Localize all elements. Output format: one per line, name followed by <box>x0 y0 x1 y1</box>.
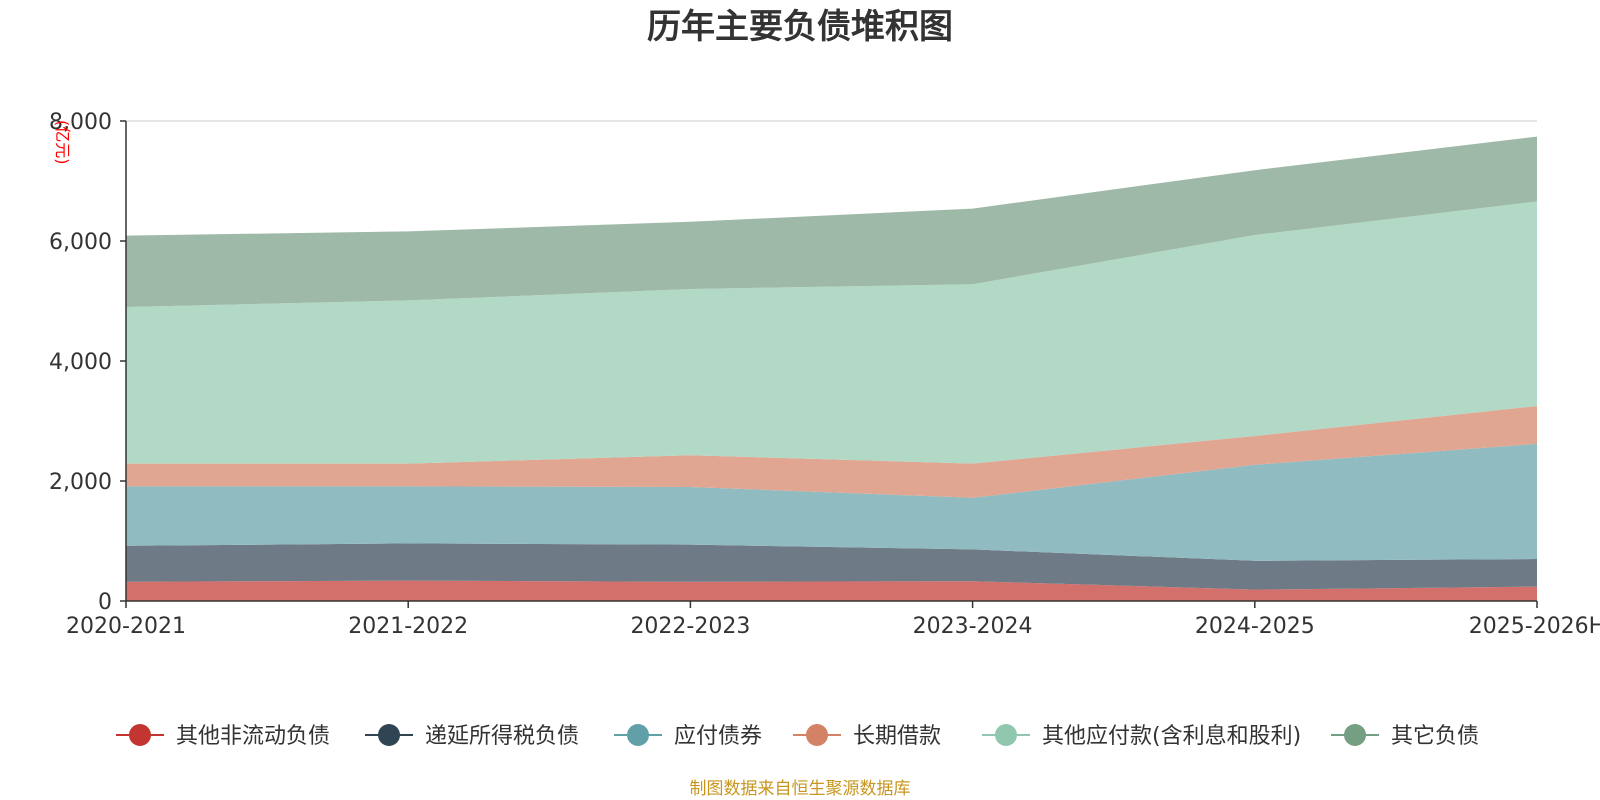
x-tick-label-2: 2022-2023 <box>630 614 750 639</box>
x-tick-label-1: 2021-2022 <box>348 614 468 639</box>
y-tick-label-4: 8,000 <box>49 110 112 135</box>
y-tick-label-1: 2,000 <box>49 470 112 495</box>
chart-title: 历年主要负债堆积图 <box>647 7 953 47</box>
legend-item-0: 其他非流动负债 <box>116 724 330 749</box>
x-tick-label-5: 2025-2026H <box>1469 614 1600 639</box>
axes: 0 2,000 4,000 6,000 8,000 2020-2021 2021-2022 2… <box>49 110 1600 639</box>
area-series-5 <box>126 136 1537 307</box>
legend-marker-0 <box>129 724 151 746</box>
x-tick-label-0: 2020-2021 <box>66 614 186 639</box>
area-series-2 <box>126 443 1537 561</box>
legend-marker-5 <box>1344 724 1366 746</box>
y-tick-label-0: 0 <box>98 590 112 615</box>
legend-marker-1 <box>378 724 400 746</box>
legend-item-1: 递延所得税负债 <box>365 724 579 749</box>
legend-marker-4 <box>995 724 1017 746</box>
legend-label-0: 其他非流动负债 <box>176 724 330 749</box>
area-series-4 <box>126 201 1537 464</box>
area-series-3 <box>126 406 1537 498</box>
y-tick-label-3: 6,000 <box>49 230 112 255</box>
area-series-group <box>126 136 1537 601</box>
legend-item-4: 其他应付款(含利息和股利) <box>982 724 1301 749</box>
area-series-1 <box>126 543 1537 590</box>
legend-label-2: 应付债券 <box>674 724 762 749</box>
legend-item-2: 应付债券 <box>614 724 762 749</box>
y-axis-unit-label: (亿元) <box>53 120 72 165</box>
legend-label-5: 其它负债 <box>1391 724 1479 749</box>
legend-item-3: 长期借款 <box>793 724 941 749</box>
legend-label-3: 长期借款 <box>853 724 941 749</box>
source-note: 制图数据来自恒生聚源数据库 <box>690 779 911 799</box>
legend-item-5: 其它负债 <box>1331 724 1479 749</box>
legend-marker-3 <box>806 724 828 746</box>
y-tick-label-2: 4,000 <box>49 350 112 375</box>
x-tick-label-3: 2023-2024 <box>913 614 1033 639</box>
legend-label-1: 递延所得税负债 <box>425 724 579 749</box>
legend-marker-2 <box>627 724 649 746</box>
area-series-0 <box>126 580 1537 601</box>
x-tick-label-4: 2024-2025 <box>1195 614 1315 639</box>
legend-label-4: 其他应付款(含利息和股利) <box>1042 724 1301 749</box>
legend: 其他非流动负债 递延所得税负债 应付债券 长期借款 其他应付款(含利息和股利) 其它负债 <box>116 724 1479 749</box>
